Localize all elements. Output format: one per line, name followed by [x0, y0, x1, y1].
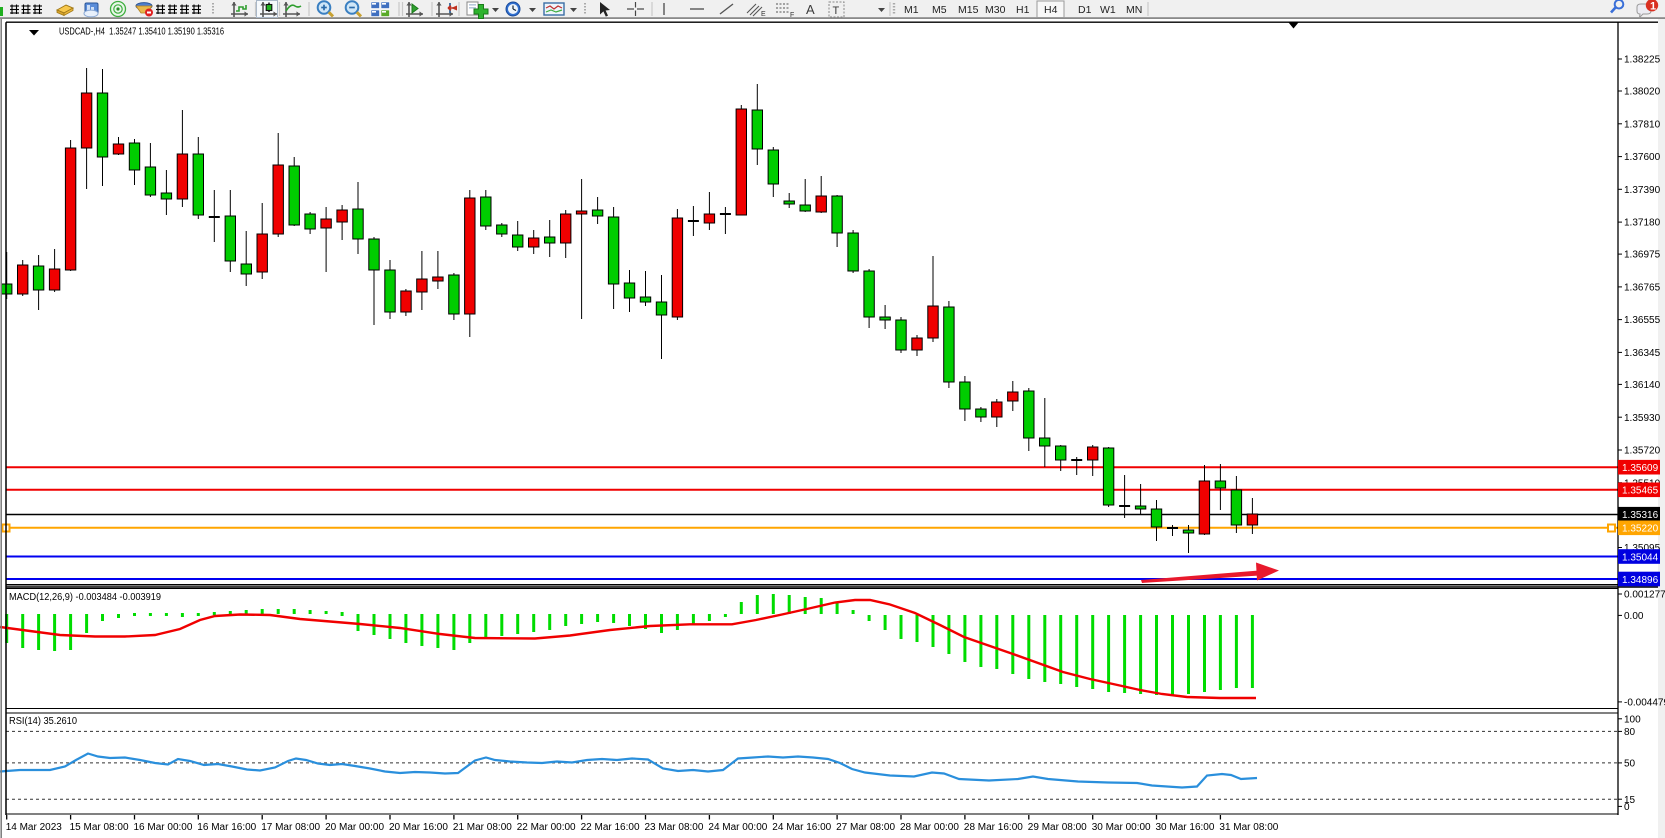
- svg-text:0.00: 0.00: [1624, 611, 1644, 622]
- svg-text:1.36765: 1.36765: [1624, 283, 1661, 294]
- svg-text:M30: M30: [985, 4, 1006, 16]
- svg-text:1.36140: 1.36140: [1624, 380, 1661, 391]
- svg-text:17 Mar 08:00: 17 Mar 08:00: [261, 822, 320, 833]
- svg-text:MACD(12,26,9) -0.003484 -0.003: MACD(12,26,9) -0.003484 -0.003919: [9, 592, 161, 603]
- svg-text:29 Mar 08:00: 29 Mar 08:00: [1028, 822, 1087, 833]
- svg-text:1.35044: 1.35044: [1622, 552, 1659, 563]
- svg-text:1.37810: 1.37810: [1624, 119, 1661, 130]
- svg-text:31 Mar 08:00: 31 Mar 08:00: [1219, 822, 1278, 833]
- svg-text:24 Mar 16:00: 24 Mar 16:00: [772, 822, 831, 833]
- svg-text:1.37390: 1.37390: [1624, 185, 1661, 196]
- svg-text:22 Mar 16:00: 22 Mar 16:00: [581, 822, 640, 833]
- svg-text:USDCAD-,H4 1.35247 1.35410 1.: USDCAD-,H4 1.35247 1.35410 1.35190 1.353…: [59, 27, 224, 38]
- svg-text:20 Mar 16:00: 20 Mar 16:00: [389, 822, 448, 833]
- svg-text:22 Mar 00:00: 22 Mar 00:00: [517, 822, 576, 833]
- svg-text:1.35316: 1.35316: [1622, 510, 1659, 521]
- svg-text:1.37180: 1.37180: [1624, 218, 1661, 229]
- svg-text:1.36345: 1.36345: [1624, 348, 1661, 359]
- svg-text:50: 50: [1624, 759, 1636, 770]
- svg-text:21 Mar 08:00: 21 Mar 08:00: [453, 822, 512, 833]
- svg-text:1.35465: 1.35465: [1622, 486, 1659, 497]
- svg-text:30 Mar 00:00: 30 Mar 00:00: [1092, 822, 1151, 833]
- svg-text:1.37600: 1.37600: [1624, 152, 1661, 163]
- svg-text:1.35609: 1.35609: [1622, 463, 1659, 474]
- svg-text:15: 15: [1624, 795, 1636, 806]
- svg-text:20 Mar 00:00: 20 Mar 00:00: [325, 822, 384, 833]
- svg-text:80: 80: [1624, 727, 1636, 738]
- svg-text:-0.004479: -0.004479: [1624, 698, 1665, 709]
- svg-text:28 Mar 00:00: 28 Mar 00:00: [900, 822, 959, 833]
- svg-text:A: A: [806, 2, 815, 17]
- svg-text:100: 100: [1624, 714, 1641, 725]
- svg-text:1.34896: 1.34896: [1622, 575, 1659, 586]
- svg-text:E: E: [761, 11, 766, 18]
- svg-text:1.36555: 1.36555: [1624, 315, 1661, 326]
- svg-text:D1: D1: [1078, 4, 1092, 16]
- svg-text:MN: MN: [1126, 4, 1142, 16]
- svg-text:H1: H1: [1016, 4, 1030, 16]
- svg-text:16 Mar 00:00: 16 Mar 00:00: [134, 822, 193, 833]
- svg-text:1: 1: [1650, 1, 1656, 13]
- svg-text:1.35220: 1.35220: [1622, 524, 1659, 535]
- svg-text:27 Mar 08:00: 27 Mar 08:00: [836, 822, 895, 833]
- svg-text:M5: M5: [932, 4, 947, 16]
- svg-text:1.35095: 1.35095: [1624, 543, 1661, 554]
- svg-text:28 Mar 16:00: 28 Mar 16:00: [964, 822, 1023, 833]
- svg-text:15 Mar 08:00: 15 Mar 08:00: [70, 822, 129, 833]
- svg-text:M1: M1: [904, 4, 919, 16]
- svg-text:0.001277: 0.001277: [1624, 590, 1665, 601]
- svg-text:0: 0: [1624, 802, 1630, 813]
- svg-text:1.38225: 1.38225: [1624, 55, 1661, 66]
- svg-text:1.35930: 1.35930: [1624, 413, 1661, 424]
- svg-text:1.38020: 1.38020: [1624, 87, 1661, 98]
- svg-text:16 Mar 16:00: 16 Mar 16:00: [197, 822, 256, 833]
- svg-text:RSI(14) 35.2610: RSI(14) 35.2610: [9, 716, 77, 727]
- svg-text:24 Mar 00:00: 24 Mar 00:00: [708, 822, 767, 833]
- svg-text:14 Mar 2023: 14 Mar 2023: [6, 822, 63, 833]
- svg-text:W1: W1: [1100, 4, 1116, 16]
- svg-text:30 Mar 16:00: 30 Mar 16:00: [1156, 822, 1215, 833]
- svg-text:1.35720: 1.35720: [1624, 446, 1661, 457]
- svg-text:F: F: [790, 12, 794, 19]
- svg-text:1.36975: 1.36975: [1624, 250, 1661, 261]
- svg-text:M15: M15: [958, 4, 979, 16]
- svg-text:23 Mar 08:00: 23 Mar 08:00: [645, 822, 704, 833]
- svg-text:T: T: [833, 5, 840, 17]
- svg-text:H4: H4: [1044, 4, 1058, 16]
